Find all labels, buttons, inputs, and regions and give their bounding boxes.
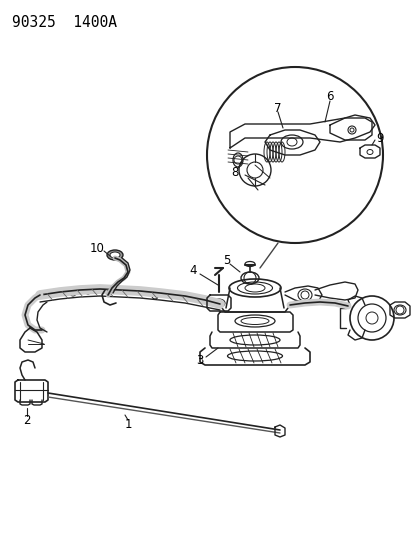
- Text: 90325  1400A: 90325 1400A: [12, 15, 117, 30]
- Text: 8: 8: [231, 166, 238, 179]
- Text: 2: 2: [23, 414, 31, 426]
- Text: 1: 1: [124, 417, 131, 431]
- Text: 5: 5: [223, 254, 230, 266]
- Ellipse shape: [107, 250, 123, 260]
- Ellipse shape: [110, 252, 120, 258]
- Text: 9: 9: [375, 132, 383, 144]
- Text: 4: 4: [189, 263, 196, 277]
- Text: 6: 6: [325, 91, 333, 103]
- Text: 7: 7: [273, 101, 281, 115]
- Text: 10: 10: [89, 243, 104, 255]
- Text: 3: 3: [196, 353, 203, 367]
